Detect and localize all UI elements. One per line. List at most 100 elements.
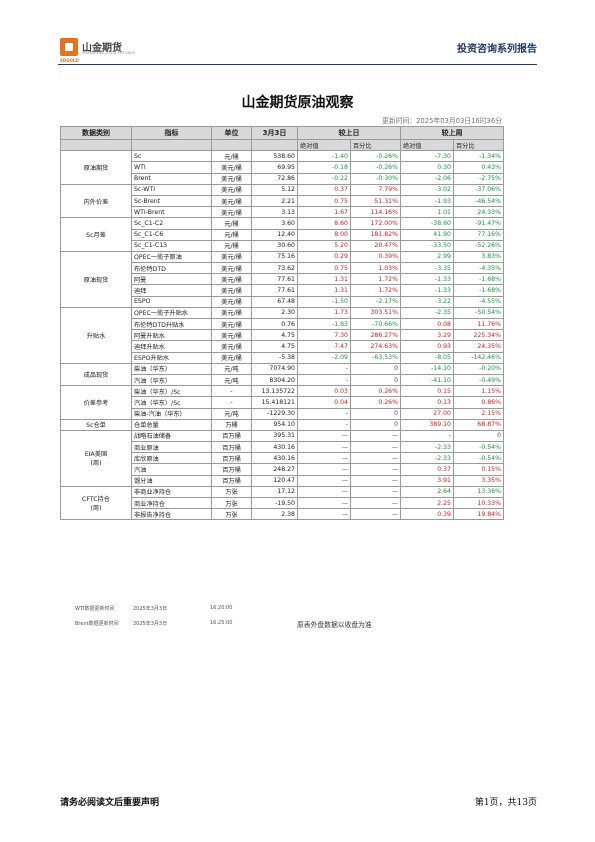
day-pct-cell: 274.63% [350, 340, 401, 353]
week-abs-cell: 389.10 [400, 418, 454, 431]
day-pct-cell: 0 [350, 362, 401, 375]
unit-cell: 美元/桶 [211, 206, 252, 219]
unit-cell: 万桶 [211, 418, 252, 431]
value-cell: 7074.90 [251, 362, 298, 375]
value-cell: 77.61 [251, 273, 298, 286]
table-row: CFTC持仓 (周) 非商业净持仓 万张 17.12— —2.64 13.36% [60, 485, 504, 521]
table-row: 汽油 百万桶 248.27— —0.37 0.15% [61, 463, 504, 476]
day-pct-cell: 172.00% [350, 217, 401, 230]
indicator-cell: ESPO升贴水 [131, 351, 212, 364]
table-row: 成品现货 柴油（华东） 元/吨 7074.90-0 -14.10 -0.20% [60, 362, 504, 387]
unit-cell: 美元/桶 [211, 317, 252, 331]
category-cell: 升贴水 [60, 306, 132, 364]
header-vs-prev-day: 较上日 [297, 126, 401, 140]
week-pct-cell: 11.76% [453, 317, 504, 331]
week-pct-cell: 0.15% [453, 463, 504, 476]
day-abs-cell: -1.83 [297, 317, 351, 331]
day-pct-cell: — [350, 508, 401, 521]
week-pct-cell: -4.35% [453, 262, 504, 275]
value-cell: 67.48 [251, 295, 298, 308]
day-abs-cell: 0.29 [297, 250, 351, 264]
day-abs-cell: - [297, 407, 351, 420]
update-time: 更新时间：2025年03月03日16时36分 [382, 117, 502, 125]
week-abs-cell: 3.91 [400, 474, 454, 487]
week-pct-cell: -1.68% [453, 273, 504, 286]
week-abs-cell: -33.50 [400, 239, 454, 252]
value-cell: 17.12 [251, 485, 298, 499]
value-cell: 3.60 [251, 217, 298, 230]
value-cell: 13.135722 [251, 385, 298, 398]
value-cell: 395.31 [251, 429, 298, 443]
indicator-cell: Sc [131, 150, 212, 163]
week-abs-cell: -14.10 [400, 362, 454, 375]
value-cell: 538.60 [251, 150, 298, 163]
indicator-cell: Sc-WTI [131, 183, 212, 196]
day-abs-cell: 1.67 [297, 206, 351, 219]
table-row: 升贴水 OPEC一揽子升贴水 美元/桶 2.30 1.73 303.51% -2.35 -50… [60, 306, 504, 364]
unit-cell: 百万桶 [211, 463, 252, 476]
subheader-empty [251, 138, 298, 152]
indicator-cell: OPEC一揽子升贴水 [131, 306, 212, 320]
indicator-cell: Sc-Brent [131, 194, 212, 208]
day-pct-cell: — [350, 474, 401, 487]
day-abs-cell: — [297, 474, 351, 487]
week-abs-cell: -1.33 [400, 284, 454, 297]
value-cell: 3.13 [251, 206, 298, 219]
day-abs-cell: 0.03 [297, 385, 351, 398]
table-row: Sc_C1-C13 元/桶 30.60 5.20 20.47% -33.50 -52.26% [61, 239, 504, 252]
value-cell: 15.418121 [251, 396, 298, 409]
unit-cell: - [211, 396, 252, 409]
unit-cell: 元/桶 [211, 228, 252, 241]
value-cell: 954.10 [251, 418, 298, 431]
category-cell: EIA美国 (周) [60, 429, 132, 487]
unit-cell: 美元/桶 [211, 250, 252, 264]
day-abs-cell: 1.31 [297, 273, 351, 286]
week-pct-cell: 2.15% [453, 407, 504, 420]
category-cell: Sc月差 [60, 217, 132, 252]
value-cell: 2.30 [251, 306, 298, 320]
indicator-cell: 阿曼 [131, 273, 212, 286]
week-pct-cell: 68.87% [453, 418, 504, 431]
brent-update-label: Brent数据更新时间 [75, 621, 119, 627]
category-cell: 内外价差 [60, 183, 132, 219]
day-pct-cell: 0 [350, 373, 401, 387]
value-cell: 2.21 [251, 194, 298, 208]
week-abs-cell: -41.10 [400, 373, 454, 387]
week-abs-cell: -38.60 [400, 217, 454, 230]
indicator-cell: 迪拜升贴水 [131, 340, 212, 353]
unit-cell: - [211, 385, 252, 398]
header-category: 数据类别 [60, 126, 132, 140]
unit-cell: 百万桶 [211, 474, 252, 487]
table-row: Sc仓单 仓单总量 万桶 954.10-0 389.10 68.87% [60, 418, 504, 431]
day-pct-cell: 114.16% [350, 206, 401, 219]
unit-cell: 美元/桶 [211, 340, 252, 353]
day-pct-cell: — [350, 429, 401, 443]
disclaimer: 请务必阅读文后重要声明 [60, 798, 160, 808]
value-cell: 5.12 [251, 183, 298, 196]
table-row: Sc_C1-C6 元/桶 12.40 8.00 181.82% 41.90 77.16% [61, 228, 504, 241]
subheader-empty [131, 138, 212, 152]
day-pct-cell: 1.72% [350, 284, 401, 297]
day-abs-cell: 0.04 [297, 396, 351, 409]
value-cell: 8304.20 [251, 373, 298, 387]
value-cell: 77.61 [251, 284, 298, 297]
brent-update-date: 2025年3月3日 [133, 621, 168, 627]
value-cell: -19.50 [251, 496, 298, 510]
unit-cell: 美元/桶 [211, 161, 252, 174]
week-abs-cell: -7.30 [400, 150, 454, 163]
week-pct-cell: -2.75% [453, 172, 504, 185]
day-abs-cell: -0.22 [297, 172, 351, 185]
category-cell: Sc仓单 [60, 418, 132, 431]
indicator-cell: Sc_C1-C6 [131, 228, 212, 241]
subheader-abs-week: 绝对值 [400, 138, 454, 152]
week-pct-cell: -37.06% [453, 183, 504, 196]
day-abs-cell: 0.75 [297, 262, 351, 275]
day-abs-cell: 7.30 [297, 329, 351, 342]
indicator-cell: Sc_C1-C2 [131, 217, 212, 230]
header-date: 3月3日 [251, 126, 298, 140]
week-abs-cell: 27.00 [400, 407, 454, 420]
value-cell: 73.62 [251, 262, 298, 275]
indicator-cell: 非报告净持仓 [131, 508, 212, 521]
unit-cell: 万张 [211, 508, 252, 521]
week-abs-cell: - [400, 429, 454, 443]
